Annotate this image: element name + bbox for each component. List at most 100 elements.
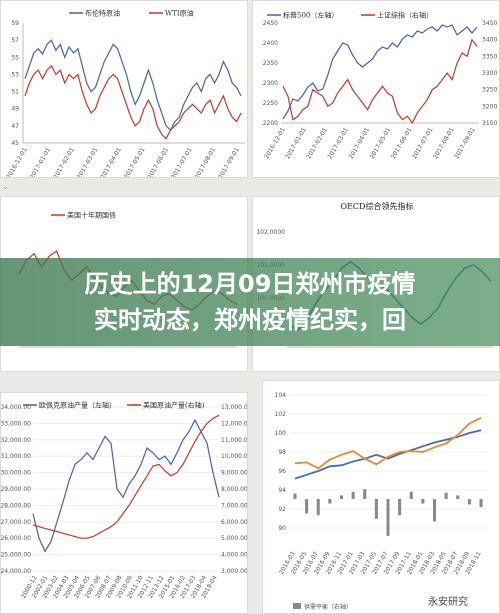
legend-balance-label: 供需平衡（右轴） <box>304 603 352 611</box>
balance-bar-14 <box>456 495 460 499</box>
balance-bar-6 <box>363 489 367 499</box>
legend-wti-label: WTI原油 <box>165 9 194 18</box>
production-y-left-tick-10: 24,000.00 <box>1 568 31 575</box>
chart-sp500-sse: 2200 2250 2300 2350 2400 2450 3150 3200 3250 3300… <box>252 0 500 178</box>
stock-x-tick-1: 2017-01-01 <box>284 126 308 160</box>
oil-x-tick-9: 2017-09-01 <box>217 146 241 178</box>
production-y-right-tick-5: 8,000.00 <box>221 486 248 493</box>
stock-y-left-tick-5: 2450 <box>263 20 278 27</box>
balance-bar-4 <box>340 495 343 499</box>
balance-bar-0 <box>293 493 297 499</box>
oil-y-tick-1: 47 <box>11 123 19 130</box>
stock-x-tick-3: 2017-03-01 <box>327 126 351 160</box>
balance-y-tick-4: 96 <box>278 468 286 475</box>
production-y-right-tick-4: 9,000.00 <box>221 470 248 477</box>
production-y-right-tick-1: 12,000.00 <box>221 420 248 427</box>
stock-x-tick-6: 2017-06-01 <box>390 126 414 160</box>
balance-y-tick-6: 92 <box>278 506 286 513</box>
oil-x-tick-3: 2017-03-01 <box>76 146 100 178</box>
balance-bar-15 <box>467 499 471 505</box>
oil-y-tick-3: 51 <box>11 89 19 96</box>
legend-brent-label: 布伦特原油 <box>85 9 120 18</box>
stock-y-left-tick-4: 2400 <box>263 40 278 47</box>
balance-bar-2 <box>316 499 320 516</box>
balance-y-tick-2: 100 <box>275 430 287 437</box>
production-y-left-tick-6: 28,000.00 <box>1 502 31 509</box>
balance-bar-12 <box>433 499 436 522</box>
production-y-left-tick-0: 34,000.00 <box>1 404 31 411</box>
opec-line <box>32 418 220 553</box>
stock-x-tick-4: 2017-04-01 <box>348 126 372 160</box>
production-y-right-tick-0: 13,000.00 <box>221 404 248 411</box>
chart-supply-demand-svg: 10410210098969492902016-032016-052016-07… <box>275 392 487 611</box>
balance-y-tick-0: 104 <box>275 392 287 399</box>
production-y-left-tick-7: 27,000.00 <box>1 519 31 526</box>
stock-y-left-tick-1: 2250 <box>263 100 278 107</box>
stock-x-tick-7: 2017-07-01 <box>411 126 435 160</box>
oil-x-tick-7: 2017-07-01 <box>170 146 194 178</box>
production-y-left-tick-3: 31,000.00 <box>1 453 31 460</box>
oil-x-tick-8: 2017-08-01 <box>194 146 218 178</box>
production-y-left-tick-2: 32,000.00 <box>1 437 31 444</box>
oil-y-tick-6: 57 <box>11 37 19 44</box>
legend-sp500-label: 标普500（左轴） <box>283 11 338 20</box>
legend-balance-swatch <box>293 603 301 609</box>
oil-x-tick-5: 2017-05-01 <box>123 146 147 178</box>
stock-y-left-tick-0: 2200 <box>263 120 278 127</box>
balance-y-tick-1: 102 <box>275 411 287 418</box>
stock-y-left-tick-2: 2300 <box>263 80 278 87</box>
balance-orange-line <box>294 416 482 470</box>
production-y-right-tick-2: 11,000.00 <box>221 437 248 444</box>
balance-bar-9 <box>398 499 402 516</box>
oil-x-tick-2: 2017-02-01 <box>52 146 76 178</box>
stock-y-right-tick-4: 3350 <box>482 53 497 60</box>
oil-y-tick-2: 49 <box>11 106 19 113</box>
stock-x-tick-2: 2017-02-01 <box>305 126 329 160</box>
production-y-right-tick-6: 7,000.00 <box>221 502 248 509</box>
production-y-right-tick-7: 6,000.00 <box>221 519 248 526</box>
balance-bar-10 <box>409 491 413 499</box>
balance-y-tick-3: 98 <box>278 449 286 456</box>
stock-y-right-tick-1: 3200 <box>482 103 497 110</box>
production-y-left-tick-1: 33,000.00 <box>1 420 31 427</box>
sp500-line <box>282 24 478 120</box>
balance-bar-5 <box>351 491 355 499</box>
stock-y-right-tick-6: 3450 <box>482 20 497 27</box>
legend-treasury-label: 美国十年期国债 <box>67 211 116 220</box>
balance-bar-16 <box>479 499 483 508</box>
stock-x-tick-8: 2017-08-01 <box>432 126 456 160</box>
chevron-down-icon: ⌄ <box>2 182 9 191</box>
headline-line-2: 实时动态，郑州疫情纪实，回 <box>94 306 406 334</box>
oil-x-tick-6: 2017-06-01 <box>147 146 171 178</box>
oil-y-tick-7: 59 <box>11 20 19 27</box>
legend-us-production-label: 美国原油产量(右轴) <box>143 401 205 410</box>
oecd-title: OECD综合领先指标 <box>341 201 414 211</box>
oil-x-tick-0: 2016-12-01 <box>5 146 29 178</box>
headline-banner[interactable]: 历史上的12月09日郑州市疫情 实时动态，郑州疫情纪实，回 <box>0 258 500 346</box>
production-y-left-tick-8: 26,000.00 <box>1 535 31 542</box>
oil-x-tick-4: 2017-04-01 <box>99 146 123 178</box>
balance-bar-8 <box>386 499 390 536</box>
production-y-left-tick-9: 25,000.00 <box>1 552 31 559</box>
production-y-right-tick-3: 10,000.00 <box>221 453 248 460</box>
source-watermark: 永安研究 <box>424 592 472 609</box>
oil-x-tick-1: 2017-01-01 <box>29 146 53 178</box>
legend-sse-label: 上证综指（右轴） <box>377 11 433 20</box>
stock-y-left-tick-3: 2350 <box>263 60 278 67</box>
production-y-right-tick-8: 5,000.00 <box>221 535 248 542</box>
stock-y-right-tick-5: 3400 <box>482 37 497 44</box>
production-y-left-tick-5: 29,000.00 <box>1 486 31 493</box>
chart-oil-prices: 45 47 49 51 53 55 57 59 2016-12-01 2017-01-01 2017… <box>0 0 248 178</box>
watermark-text: 永安研究 <box>428 597 468 608</box>
headline-line-1: 历史上的12月09日郑州市疫情 <box>84 270 416 298</box>
chart-sp500-sse-svg: 2200 2250 2300 2350 2400 2450 3150 3200 3250 3300… <box>263 11 498 161</box>
production-y-right-tick-9: 4,000.00 <box>221 552 248 559</box>
stock-x-tick-9: 2017-09-01 <box>453 126 477 160</box>
chart-crude-production-svg: 34,000.00 33,000.00 32,000.00 31,000.00 30,0… <box>1 401 248 600</box>
oil-y-tick-0: 45 <box>11 140 19 147</box>
legend-opec-label: 欧佩克原油产量（左轴） <box>39 401 116 410</box>
balance-bar-7 <box>374 499 378 519</box>
balance-bar-13 <box>444 492 448 499</box>
chart-crude-production: 34,000.00 33,000.00 32,000.00 31,000.00 30,0… <box>0 392 248 614</box>
